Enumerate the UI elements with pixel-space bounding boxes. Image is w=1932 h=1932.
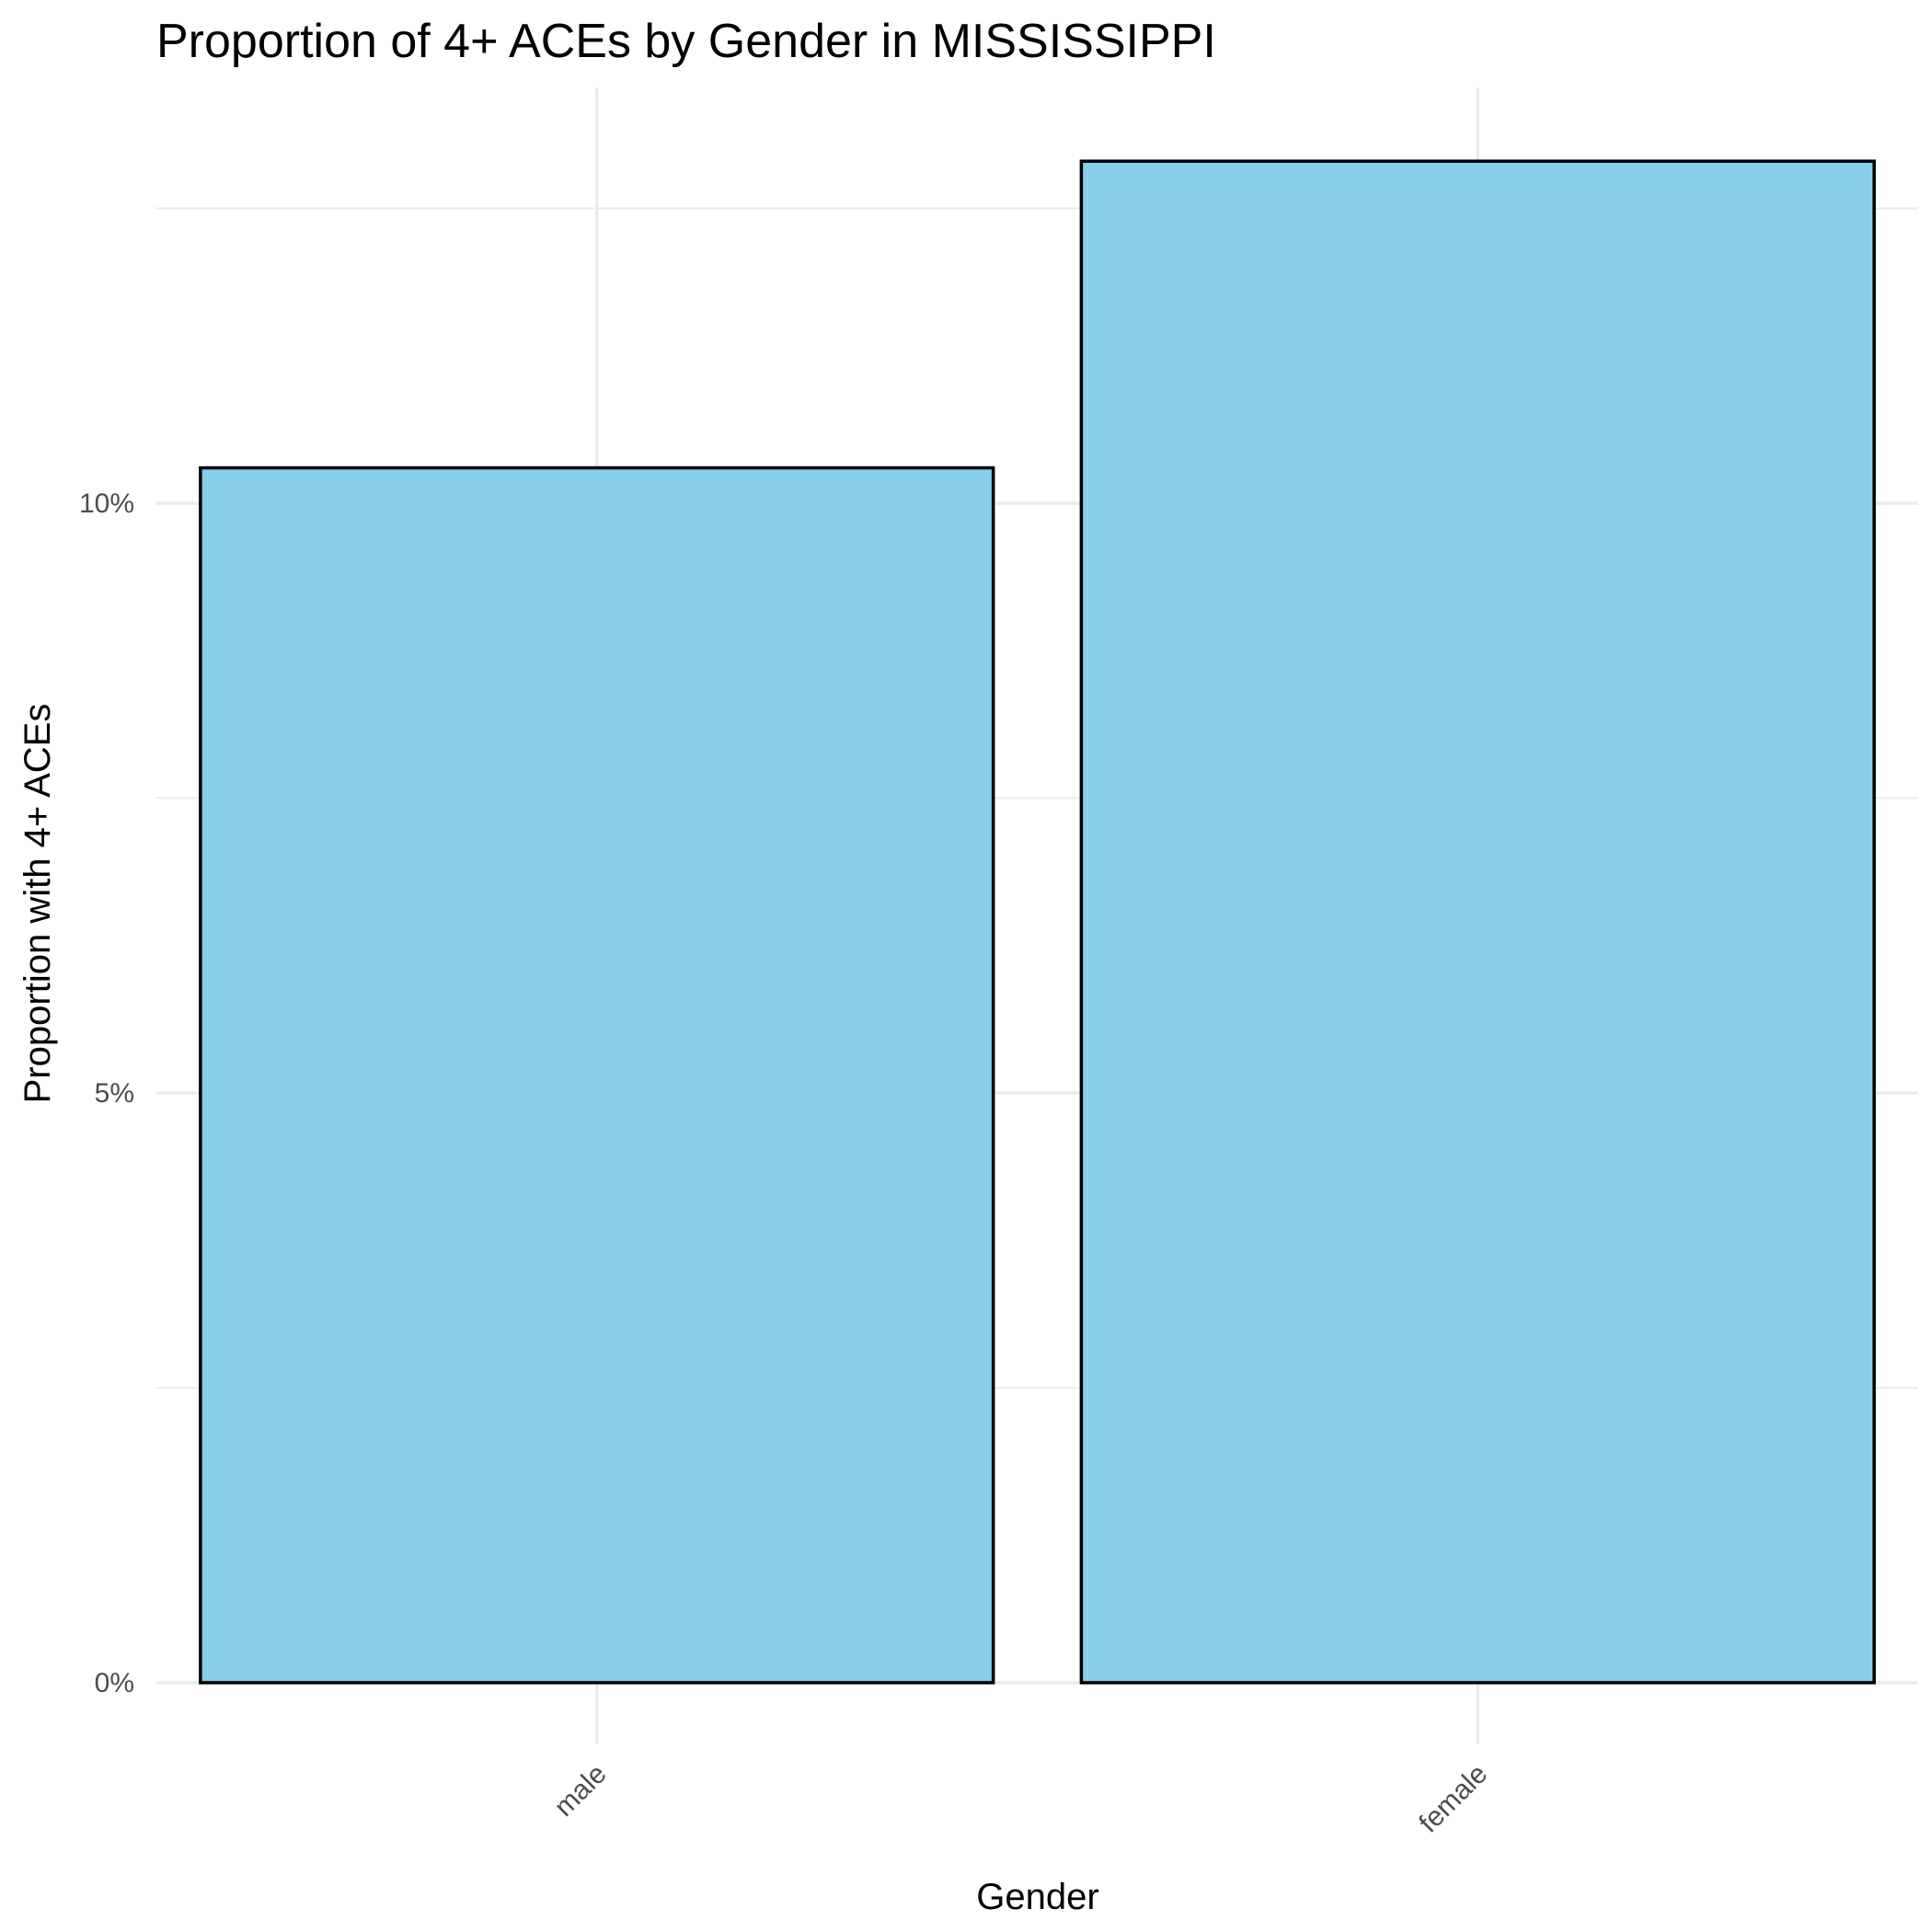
y-axis-tick-labels: 0% 5% 10%: [79, 489, 134, 1698]
bar-male: [199, 466, 995, 1685]
y-tick-label: 10%: [79, 489, 134, 519]
y-tick-label: 5%: [95, 1078, 134, 1109]
bars: [199, 159, 1876, 1685]
y-tick-label: 0%: [95, 1668, 134, 1698]
chart-title: Proportion of 4+ ACEs by Gender in MISSI…: [156, 15, 1216, 68]
bar-female: [1079, 159, 1876, 1685]
x-axis-title: Gender: [976, 1877, 1098, 1917]
y-axis-title: Proportion with 4+ ACEs: [17, 704, 58, 1104]
